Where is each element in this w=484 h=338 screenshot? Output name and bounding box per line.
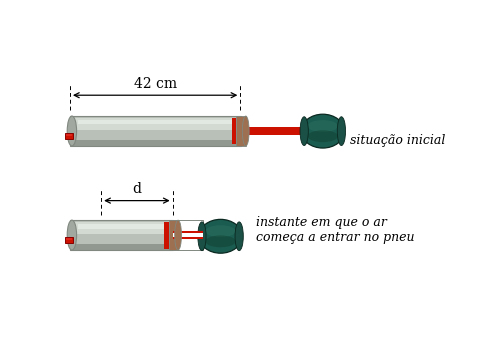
Bar bbox=[168, 220, 178, 250]
Ellipse shape bbox=[174, 220, 181, 250]
Bar bbox=[70, 116, 241, 146]
Bar bbox=[172, 233, 203, 237]
Text: 42 cm: 42 cm bbox=[133, 76, 176, 91]
Bar bbox=[172, 237, 203, 239]
Bar bbox=[231, 118, 236, 144]
Bar bbox=[70, 220, 173, 250]
Bar bbox=[74, 118, 237, 129]
Bar bbox=[236, 116, 245, 146]
Bar bbox=[74, 222, 169, 234]
Ellipse shape bbox=[301, 114, 344, 148]
Bar bbox=[72, 140, 239, 146]
Bar bbox=[172, 237, 203, 239]
Bar bbox=[77, 224, 166, 228]
Ellipse shape bbox=[205, 225, 235, 237]
Bar bbox=[65, 237, 73, 243]
Bar bbox=[172, 220, 203, 250]
Ellipse shape bbox=[67, 220, 76, 250]
Text: começa a entrar no pneu: começa a entrar no pneu bbox=[256, 231, 414, 244]
Ellipse shape bbox=[336, 117, 345, 146]
Bar bbox=[172, 231, 203, 233]
Ellipse shape bbox=[242, 116, 249, 146]
Bar bbox=[164, 222, 168, 248]
Bar bbox=[172, 231, 203, 233]
Bar bbox=[65, 133, 73, 139]
Ellipse shape bbox=[300, 117, 308, 146]
Bar bbox=[72, 244, 171, 250]
Ellipse shape bbox=[67, 116, 76, 146]
Ellipse shape bbox=[235, 222, 243, 251]
Text: situação inicial: situação inicial bbox=[349, 134, 444, 147]
Bar bbox=[240, 127, 301, 135]
Bar bbox=[66, 134, 71, 136]
Ellipse shape bbox=[307, 130, 337, 142]
Ellipse shape bbox=[198, 219, 242, 253]
Ellipse shape bbox=[307, 120, 337, 132]
Bar bbox=[77, 120, 233, 124]
Ellipse shape bbox=[197, 222, 206, 251]
Bar bbox=[172, 233, 203, 237]
Text: instante em que o ar: instante em que o ar bbox=[256, 216, 386, 229]
Text: d: d bbox=[132, 182, 141, 196]
Ellipse shape bbox=[205, 236, 235, 247]
Bar bbox=[66, 238, 71, 240]
